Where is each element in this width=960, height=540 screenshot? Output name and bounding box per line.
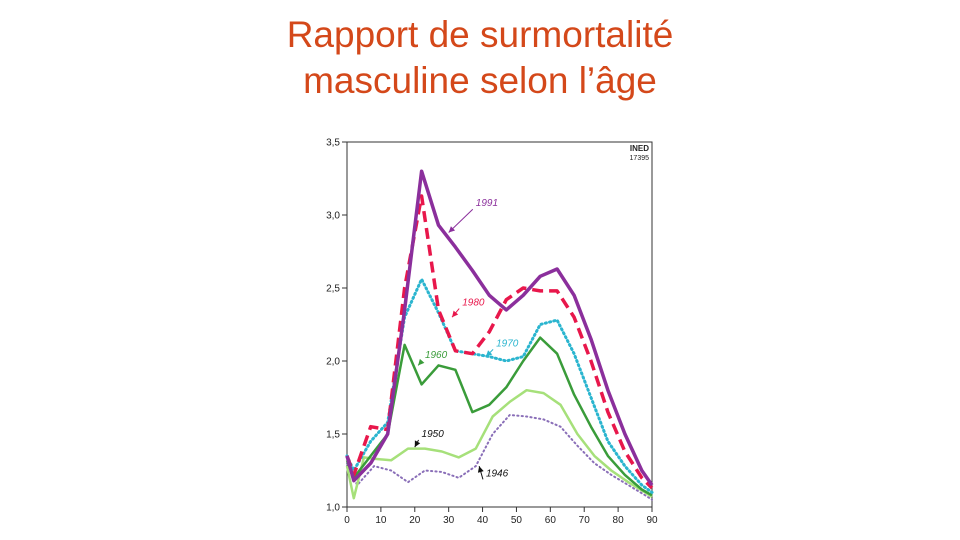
stamp-number: 17395 [630, 155, 650, 162]
stamp-label: INED [630, 144, 649, 153]
annotation-arrowhead-1946 [477, 466, 484, 473]
axes: 0 10 20 30 40 50 60 70 80 90 1,0 1,5 2,0 2,5 3,0 3,5 INE… [326, 138, 658, 527]
y-tick-label: 2,0 [326, 357, 340, 368]
x-tick-label: 90 [646, 515, 658, 526]
annotation-arrowhead-1970 [485, 350, 493, 357]
annotation-arrowhead-1950 [414, 440, 421, 448]
annotation-label-1960: 1960 [425, 350, 448, 361]
x-tick-label: 10 [375, 515, 387, 526]
x-tick-label: 50 [511, 515, 523, 526]
annotation-label-1980: 1980 [462, 298, 485, 309]
x-tick-label: 20 [409, 515, 421, 526]
annotation-arrowhead-1980 [452, 310, 459, 318]
annotation-arrowhead-1960 [418, 358, 425, 366]
slide-title: Rapport de surmortalité masculine selon … [0, 12, 960, 104]
x-tick-label: 70 [579, 515, 591, 526]
series-line-1946 [346, 414, 653, 501]
x-tick-label: 60 [545, 515, 557, 526]
slide-title-line-2: masculine selon l’âge [303, 60, 657, 101]
series-group [345, 169, 654, 501]
x-tick-label: 40 [477, 515, 489, 526]
x-tick-label: 0 [344, 515, 350, 526]
annotation-label-1970: 1970 [496, 338, 519, 349]
plot-frame [346, 141, 653, 508]
annotations: 1991 1980 1970 1960 1950 1946 [414, 198, 519, 480]
y-tick-label: 2,5 [326, 284, 340, 295]
annotation-label-1946: 1946 [486, 468, 509, 479]
slide-title-line-1: Rapport de surmortalité [286, 14, 674, 55]
mortality-ratio-chart: 0 10 20 30 40 50 60 70 80 90 1,0 1,5 2,0 2,5 3,0 3,5 INE… [326, 138, 658, 527]
series-line-1991 [345, 169, 654, 487]
series-line-1950 [345, 388, 653, 500]
x-tick-label: 80 [613, 515, 625, 526]
annotation-label-1950: 1950 [422, 429, 445, 440]
y-tick-label: 3,5 [326, 138, 340, 149]
annotation-arrowhead-1991 [448, 226, 456, 233]
y-tick-label: 1,0 [326, 503, 340, 514]
y-tick-label: 3,0 [326, 211, 340, 222]
annotation-label-1991: 1991 [476, 198, 498, 209]
y-tick-label: 1,5 [326, 430, 340, 441]
x-tick-label: 30 [443, 515, 455, 526]
